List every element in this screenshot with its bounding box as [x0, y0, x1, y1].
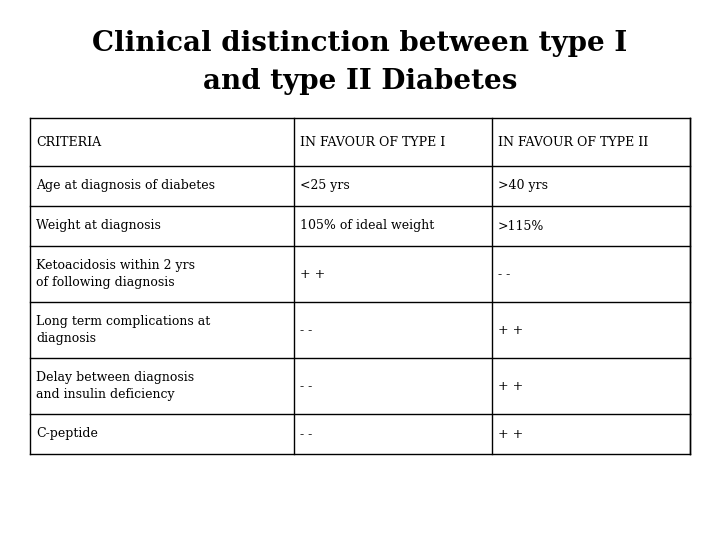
- Text: CRITERIA: CRITERIA: [36, 136, 101, 148]
- Text: Clinical distinction between type I: Clinical distinction between type I: [92, 30, 628, 57]
- Text: - -: - -: [300, 323, 312, 336]
- Text: <25 yrs: <25 yrs: [300, 179, 350, 192]
- Text: >40 yrs: >40 yrs: [498, 179, 548, 192]
- Text: Delay between diagnosis
and insulin deficiency: Delay between diagnosis and insulin defi…: [36, 371, 194, 401]
- Text: + +: + +: [300, 267, 325, 280]
- Text: C-peptide: C-peptide: [36, 428, 98, 441]
- Text: Long term complications at
diagnosis: Long term complications at diagnosis: [36, 315, 210, 345]
- Text: IN FAVOUR OF TYPE I: IN FAVOUR OF TYPE I: [300, 136, 445, 148]
- Text: and type II Diabetes: and type II Diabetes: [203, 68, 517, 95]
- Text: - -: - -: [300, 428, 312, 441]
- Text: Ketoacidosis within 2 yrs
of following diagnosis: Ketoacidosis within 2 yrs of following d…: [36, 259, 195, 289]
- Text: - -: - -: [498, 267, 510, 280]
- Text: + +: + +: [498, 323, 523, 336]
- Text: Age at diagnosis of diabetes: Age at diagnosis of diabetes: [36, 179, 215, 192]
- Text: >115%: >115%: [498, 219, 544, 233]
- Text: Weight at diagnosis: Weight at diagnosis: [36, 219, 161, 233]
- Text: - -: - -: [300, 380, 312, 393]
- Text: 105% of ideal weight: 105% of ideal weight: [300, 219, 434, 233]
- Text: + +: + +: [498, 380, 523, 393]
- Text: + +: + +: [498, 428, 523, 441]
- Text: IN FAVOUR OF TYPE II: IN FAVOUR OF TYPE II: [498, 136, 648, 148]
